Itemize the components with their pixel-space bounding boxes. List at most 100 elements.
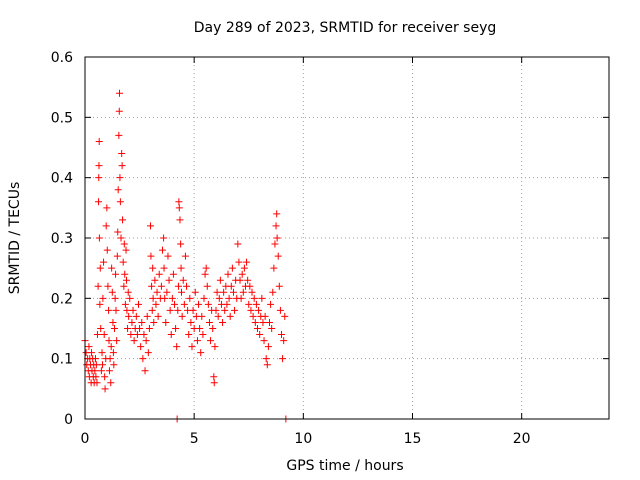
data-point <box>101 373 109 381</box>
data-point <box>106 355 114 363</box>
data-point <box>260 337 268 345</box>
data-point <box>259 318 267 326</box>
data-point <box>213 288 221 296</box>
data-point <box>165 276 173 284</box>
data-point <box>272 222 280 230</box>
data-point <box>191 288 199 296</box>
data-point <box>186 294 194 302</box>
data-point <box>150 318 158 326</box>
data-point <box>112 306 120 314</box>
data-point <box>263 361 271 369</box>
data-point <box>108 264 116 272</box>
data-point <box>174 306 182 314</box>
data-point <box>229 288 237 296</box>
data-point <box>212 306 220 314</box>
data-point <box>99 294 107 302</box>
data-point <box>93 379 101 387</box>
data-point <box>95 162 103 170</box>
data-point <box>97 367 105 375</box>
data-point <box>278 331 285 339</box>
data-point <box>160 264 168 272</box>
data-point <box>107 343 115 351</box>
data-point <box>210 373 218 381</box>
data-point <box>173 343 181 351</box>
data-point <box>98 349 106 357</box>
data-point <box>262 355 270 363</box>
data-point <box>85 343 93 351</box>
data-point <box>215 294 223 302</box>
data-point <box>228 264 236 272</box>
data-point <box>185 331 193 339</box>
data-point <box>132 312 140 320</box>
data-point <box>195 300 203 308</box>
data-point <box>281 312 289 320</box>
data-point <box>279 355 287 363</box>
data-point <box>204 300 212 308</box>
data-point <box>199 331 207 339</box>
data-point <box>236 276 244 284</box>
data-point <box>258 294 266 302</box>
data-point <box>274 252 282 260</box>
data-point <box>179 276 187 284</box>
x-tick-label: 5 <box>190 431 199 447</box>
data-point <box>115 131 123 139</box>
data-point <box>101 385 109 393</box>
data-point <box>273 234 281 242</box>
data-point <box>267 300 275 308</box>
x-tick-label: 0 <box>81 431 90 447</box>
data-point <box>129 306 137 314</box>
data-point <box>92 361 100 369</box>
data-point <box>120 282 128 290</box>
y-tick-label: 0.6 <box>51 50 73 66</box>
data-point <box>211 343 219 351</box>
data-point <box>197 349 205 357</box>
data-point <box>142 337 150 345</box>
data-point <box>198 312 206 320</box>
data-point <box>177 240 185 248</box>
data-point <box>162 318 170 326</box>
data-point <box>183 282 191 290</box>
data-point <box>239 288 247 296</box>
data-point <box>180 300 188 308</box>
data-point <box>145 325 153 332</box>
data-point <box>225 294 233 302</box>
x-axis-label: GPS time / hours <box>286 458 403 474</box>
data-point <box>117 234 125 242</box>
axis-ticks: 0 0.1 0.2 0.3 0.4 0.5 0.6 0 5 10 15 20 <box>51 50 609 447</box>
data-point <box>273 210 281 218</box>
data-point <box>216 276 224 284</box>
data-point <box>148 306 156 314</box>
data-point <box>227 282 235 290</box>
data-point <box>171 300 179 308</box>
data-point <box>231 306 239 314</box>
y-tick-label: 0.2 <box>51 291 73 307</box>
data-point <box>280 337 288 345</box>
data-point <box>113 337 121 345</box>
x-tick-label: 10 <box>294 431 312 447</box>
data-point <box>164 252 172 260</box>
data-point <box>256 331 264 339</box>
data-point <box>219 318 227 326</box>
data-point <box>251 318 259 326</box>
data-point <box>271 240 279 248</box>
data-point <box>105 367 113 375</box>
data-point <box>108 288 116 296</box>
data-point <box>114 186 122 194</box>
data-point <box>244 276 252 284</box>
data-point <box>134 300 142 308</box>
data-point <box>95 234 103 242</box>
data-point <box>174 282 182 290</box>
data-point <box>175 198 183 206</box>
data-point <box>177 264 185 272</box>
data-point <box>276 306 284 314</box>
data-point <box>124 288 132 296</box>
data-point <box>149 264 157 272</box>
data-point <box>144 349 152 357</box>
data-point <box>238 270 246 278</box>
data-point <box>92 373 100 381</box>
chart-title: Day 289 of 2023, SRMTID for receiver sey… <box>194 20 497 36</box>
data-point <box>104 282 112 290</box>
data-point <box>105 337 113 345</box>
data-point <box>264 343 272 351</box>
